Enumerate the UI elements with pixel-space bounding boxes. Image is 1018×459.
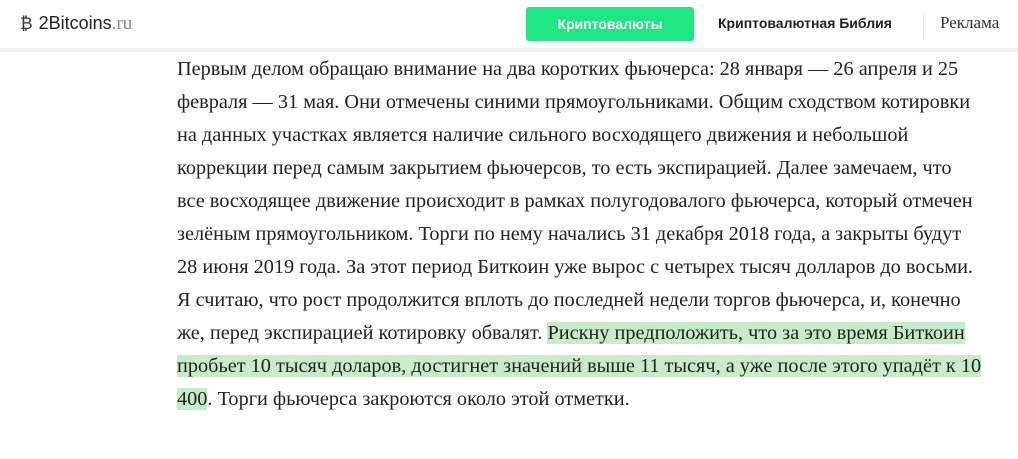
- site-header: ₿ 2Bitcoins.ru Криптовалюты Криптовалютн…: [0, 0, 1018, 52]
- bitcoin-icon: ₿: [20, 14, 33, 33]
- nav-divider: [923, 12, 924, 38]
- crypto-button[interactable]: Криптовалюты: [526, 7, 694, 41]
- site-logo[interactable]: ₿ 2Bitcoins.ru: [20, 13, 132, 35]
- nav-ads[interactable]: Реклама: [940, 13, 1000, 32]
- nav-crypto-bible[interactable]: Криптовалютная Библия: [718, 15, 892, 31]
- logo-suffix: .ru: [111, 13, 133, 34]
- paragraph-text-end: . Торги фьючерса закроются около этой от…: [207, 388, 630, 410]
- logo-main: 2Bitcoins: [38, 13, 112, 33]
- paragraph-text: Первым делом обращаю внимание на два кор…: [177, 58, 973, 344]
- article-paragraph: Первым делом обращаю внимание на два кор…: [177, 53, 982, 416]
